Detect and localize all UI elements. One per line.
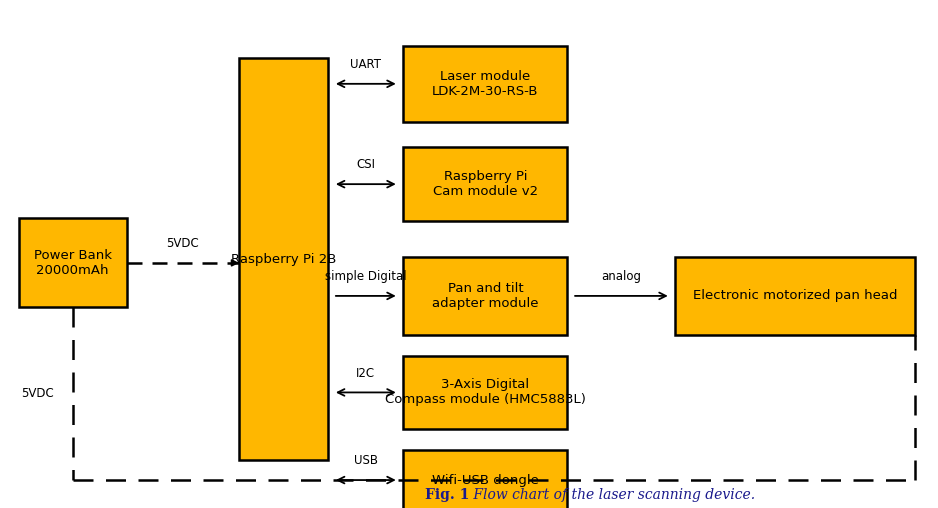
FancyBboxPatch shape [239,58,328,460]
Text: simple Digital: simple Digital [325,270,407,283]
Text: Laser module
LDK-2M-30-RS-B: Laser module LDK-2M-30-RS-B [432,70,538,98]
Text: analog: analog [601,270,642,283]
Text: UART: UART [350,58,382,71]
Text: CSI: CSI [356,158,375,172]
FancyBboxPatch shape [403,450,567,508]
FancyBboxPatch shape [403,147,567,221]
FancyBboxPatch shape [675,257,915,335]
FancyBboxPatch shape [403,257,567,335]
FancyBboxPatch shape [403,46,567,122]
Text: Fig. 1: Fig. 1 [425,488,469,502]
Text: Raspberry Pi 2B: Raspberry Pi 2B [231,252,337,266]
Text: 5VDC: 5VDC [167,237,199,250]
Text: 5VDC: 5VDC [22,387,53,400]
Text: Flow chart of the laser scanning device.: Flow chart of the laser scanning device. [469,488,755,502]
Text: Power Bank
20000mAh: Power Bank 20000mAh [34,249,112,277]
Text: Raspberry Pi
Cam module v2: Raspberry Pi Cam module v2 [432,170,538,198]
Text: USB: USB [354,454,378,467]
FancyBboxPatch shape [19,218,127,307]
FancyBboxPatch shape [403,356,567,429]
Text: Wifi-USB dongle: Wifi-USB dongle [432,473,538,487]
Text: Electronic motorized pan head: Electronic motorized pan head [692,290,898,302]
Text: 3-Axis Digital
Compass module (HMC5883L): 3-Axis Digital Compass module (HMC5883L) [385,378,586,406]
Text: I2C: I2C [356,367,375,380]
Text: Pan and tilt
adapter module: Pan and tilt adapter module [432,282,538,310]
